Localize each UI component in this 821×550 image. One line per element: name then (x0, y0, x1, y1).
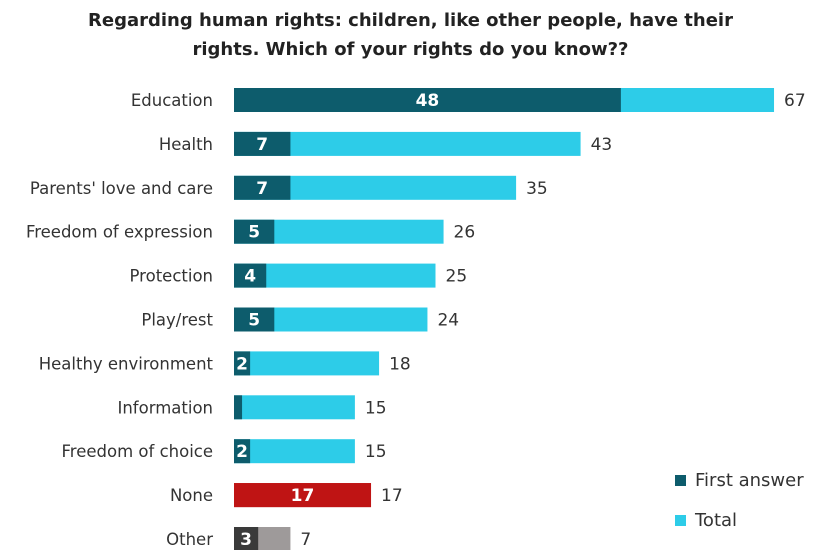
total-value-label-none: 17 (381, 486, 403, 506)
chart-title-line-2: rights. Which of your rights do you know… (192, 39, 629, 60)
legend-swatch-total (675, 514, 686, 526)
total-value-label-education: 67 (784, 91, 806, 111)
first-answer-bar-education (234, 88, 621, 112)
first-answer-value-label-protection: 4 (244, 267, 256, 287)
category-label-health: Health (159, 135, 213, 154)
chart-title: Regarding human rights: children, like o… (0, 6, 821, 64)
total-bar-freedom-of-choice (234, 439, 355, 464)
total-value-label-other: 7 (300, 530, 311, 550)
category-label-freedom-of-choice: Freedom of choice (62, 442, 213, 461)
total-value-label-play-rest: 24 (437, 311, 459, 331)
legend-item-total: Total (675, 500, 804, 540)
first-answer-value-label-education: 48 (416, 91, 440, 111)
first-answer-bar-information (234, 395, 243, 420)
first-answer-value-label-other: 3 (240, 530, 252, 550)
total-value-label-freedom-of-expression: 26 (454, 223, 476, 243)
first-answer-value-label-none: 17 (291, 486, 315, 506)
first-answer-value-label-play-rest: 5 (248, 311, 260, 331)
total-value-label-parents-love-and-care: 35 (526, 179, 548, 199)
first-answer-bar-protection (234, 263, 267, 288)
total-bar-health (234, 131, 581, 156)
total-bar-information (234, 395, 355, 420)
category-label-information: Information (117, 398, 213, 417)
first-answer-value-label-parents-love-and-care: 7 (256, 179, 268, 199)
first-answer-bar-freedom-of-choice (234, 439, 251, 464)
legend: First answer Total (675, 460, 804, 540)
total-value-label-information: 15 (365, 398, 387, 418)
category-label-none: None (170, 486, 213, 505)
first-answer-bar-parents-love-and-care (234, 175, 291, 200)
total-value-label-healthy-environment: 18 (389, 354, 411, 374)
total-bar-healthy-environment (234, 351, 380, 376)
category-label-education: Education (131, 91, 213, 110)
first-answer-bar-healthy-environment (234, 351, 251, 376)
total-value-label-health: 43 (591, 135, 613, 155)
legend-label-first-answer: First answer (695, 469, 804, 491)
first-answer-value-label-freedom-of-choice: 2 (236, 442, 248, 462)
first-answer-bar-other (234, 527, 259, 550)
category-label-healthy-environment: Healthy environment (39, 354, 214, 373)
category-label-play-rest: Play/rest (141, 311, 213, 330)
total-value-label-protection: 25 (446, 267, 468, 287)
category-label-protection: Protection (130, 267, 213, 286)
category-label-parents-love-and-care: Parents' love and care (30, 179, 213, 198)
first-answer-value-label-healthy-environment: 2 (236, 354, 248, 374)
category-label-freedom-of-expression: Freedom of expression (26, 223, 213, 242)
category-label-other: Other (166, 530, 213, 549)
first-answer-value-label-health: 7 (256, 135, 268, 155)
total-bar-protection (234, 263, 436, 288)
legend-item-first-answer: First answer (675, 460, 804, 500)
legend-swatch-first-answer (675, 474, 686, 486)
first-answer-bar-health (234, 131, 291, 156)
total-value-label-freedom-of-choice: 15 (365, 442, 387, 462)
first-answer-value-label-freedom-of-expression: 5 (248, 223, 260, 243)
first-answer-bar-play-rest (234, 307, 275, 332)
chart-title-line-1: Regarding human rights: children, like o… (88, 10, 733, 31)
legend-label-total: Total (695, 509, 738, 531)
first-answer-bar-none (234, 483, 372, 508)
first-answer-bar-freedom-of-expression (234, 219, 275, 244)
